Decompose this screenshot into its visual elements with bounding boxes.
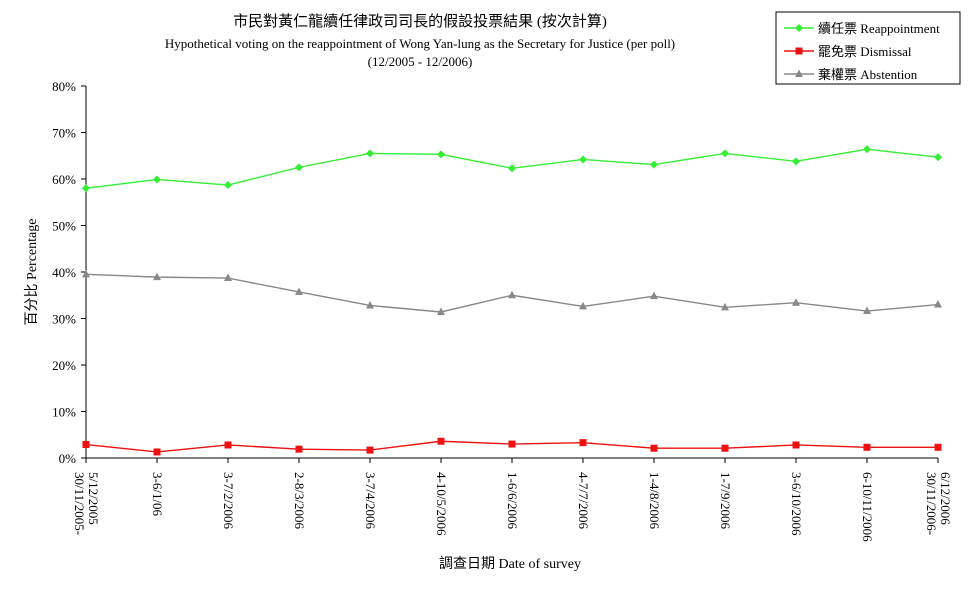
x-tick-label: 1-7/9/2006: [718, 472, 733, 530]
data-point: [224, 441, 232, 449]
x-tick-label-line: 3-6/10/2006: [789, 472, 804, 536]
data-point: [792, 157, 800, 166]
data-point: [508, 290, 516, 299]
data-point: [863, 443, 871, 451]
x-tick-label: 4-10/5/2006: [434, 472, 449, 536]
data-point: [579, 155, 587, 164]
data-point: [82, 441, 90, 449]
data-point: [295, 445, 303, 453]
data-point: [508, 164, 516, 173]
data-point: [721, 302, 729, 311]
data-point: [863, 306, 871, 315]
legend-swatch-marker: [795, 69, 803, 77]
x-tick-label: 30/11/2005- 5/12/2005: [72, 472, 101, 535]
legend-label: 罷免票 Dismissal: [818, 44, 912, 59]
x-tick-label-line: 3-7/2/2006: [221, 472, 236, 530]
x-tick-label: 4-7/7/2006: [576, 472, 591, 530]
chart-subtitle-period: (12/2005 - 12/2006): [368, 54, 473, 69]
x-tick-label: 1-4/8/2006: [647, 472, 662, 530]
data-point: [934, 443, 942, 451]
data-point: [82, 269, 90, 278]
data-point: [153, 448, 161, 456]
legend-label: 續任票 Reappointment: [818, 21, 940, 36]
legend: 續任票 Reappointment 罷免票 Dismissal 棄權票 Absten…: [775, 11, 961, 85]
y-tick-label: 0%: [59, 451, 77, 466]
data-point: [792, 298, 800, 306]
x-tick-label-line: 4-10/5/2006: [434, 472, 449, 536]
x-tick-label-line: 1-4/8/2006: [647, 472, 662, 530]
x-tick-label-line: 1-7/9/2006: [718, 472, 733, 530]
y-tick-label: 70%: [52, 126, 76, 141]
y-tick-label: 20%: [52, 358, 76, 373]
x-tick-label: 6-10/11/2006: [860, 472, 875, 542]
data-point: [721, 444, 729, 452]
data-point: [295, 287, 303, 295]
x-tick-label: 1-6/6/2006: [505, 472, 520, 530]
chart-title: 市民對黃仁龍續任律政司司長的假設投票結果 (按次計算): [233, 12, 607, 30]
x-tick-label-line: 6-10/11/2006: [860, 472, 875, 542]
data-point: [721, 149, 729, 158]
data-point: [153, 272, 161, 281]
data-point: [863, 145, 871, 154]
data-point: [579, 439, 587, 447]
x-tick-label-line: 2-8/3/2006: [292, 472, 307, 530]
y-tick-label: 30%: [52, 312, 76, 327]
data-point: [934, 300, 942, 308]
data-point: [82, 184, 90, 193]
x-tick-label: 2-8/3/2006: [292, 472, 307, 530]
x-tick-label-line: 1-6/6/2006: [505, 472, 520, 530]
data-point: [792, 441, 800, 449]
y-axis-title: 百分比 Percentage: [24, 219, 40, 326]
data-point: [224, 273, 232, 282]
legend-item-abstention: 棄權票 Abstention: [784, 67, 918, 82]
x-tick-label: 3-7/4/2006: [363, 472, 378, 530]
data-point: [650, 291, 658, 300]
data-point: [437, 307, 445, 315]
x-tick-label-line: 6/12/2006: [938, 472, 953, 525]
x-axis-title: 調查日期 Date of survey: [439, 556, 581, 572]
series-abstention: [82, 269, 942, 315]
x-tick-label-line: 3-6/1/06: [150, 472, 165, 517]
x-tick-label: 3-6/10/2006: [789, 472, 804, 536]
x-tick-label-line: 3-7/4/2006: [363, 472, 378, 530]
legend-item-reappointment: 續任票 Reappointment: [784, 21, 940, 36]
x-tick-label: 3-7/2/2006: [221, 472, 236, 530]
data-point: [650, 160, 658, 169]
x-tick-label-line: 4-7/7/2006: [576, 472, 591, 530]
data-point: [934, 153, 942, 162]
x-tick-label: 3-6/1/06: [150, 472, 165, 517]
legend-swatch-marker: [795, 47, 803, 55]
data-point: [579, 301, 587, 310]
legend-swatch-marker: [795, 24, 803, 32]
x-tick-label-line: 30/11/2006-: [924, 472, 939, 535]
data-point: [437, 150, 445, 159]
data-point: [295, 163, 303, 172]
y-tick-label: 10%: [52, 405, 76, 420]
data-point: [153, 175, 161, 184]
legend-label: 棄權票 Abstention: [818, 67, 918, 82]
y-tick-label: 80%: [52, 79, 76, 94]
x-tick-label-line: 5/12/2005: [86, 472, 101, 525]
series-dismissal: [82, 437, 942, 456]
series-layer: [82, 145, 942, 456]
data-point: [508, 440, 516, 448]
data-point: [366, 446, 374, 454]
y-axis-ticks: 0% 10% 20% 30% 40% 50% 60% 70% 80%: [52, 79, 86, 466]
data-point: [437, 437, 445, 445]
y-tick-label: 60%: [52, 172, 76, 187]
y-tick-label: 40%: [52, 265, 76, 280]
data-point: [366, 149, 374, 158]
data-point: [650, 444, 658, 452]
x-tick-label: 30/11/2006- 6/12/2006: [924, 472, 953, 535]
legend-box: [775, 11, 961, 85]
series-reappointment: [82, 145, 942, 193]
y-tick-label: 50%: [52, 219, 76, 234]
x-tick-label-line: 30/11/2005-: [72, 472, 87, 535]
x-axis-ticks: 30/11/2005- 5/12/2005 3-6/1/06 3-7/2/2006 2-…: [72, 458, 953, 542]
chart-subtitle: Hypothetical voting on the reappointment…: [165, 36, 675, 51]
data-point: [366, 300, 374, 309]
legend-item-dismissal: 罷免票 Dismissal: [784, 44, 912, 59]
data-point: [224, 181, 232, 190]
